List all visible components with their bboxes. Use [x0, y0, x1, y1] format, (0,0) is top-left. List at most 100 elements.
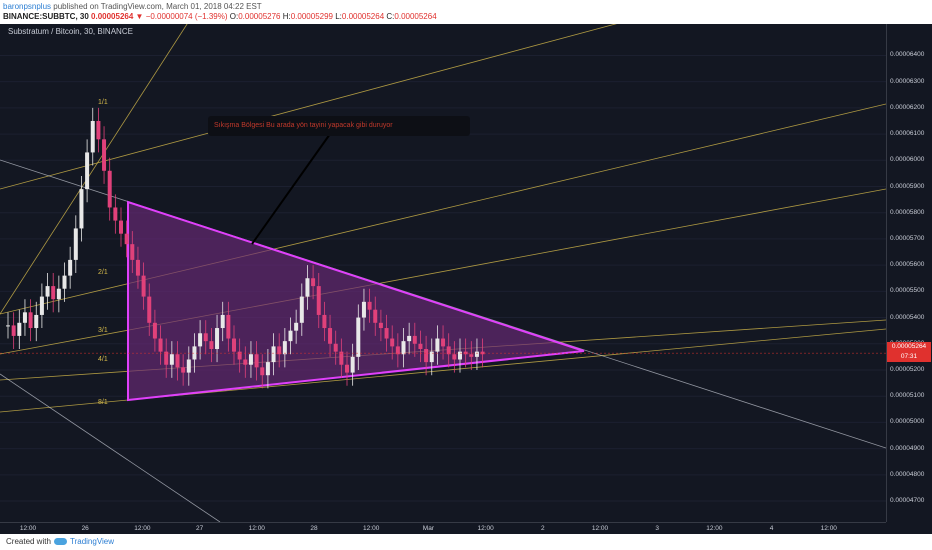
y-tick-label: 0.00006000	[890, 156, 925, 164]
candle-body	[322, 314, 327, 329]
candle-body	[294, 322, 299, 331]
x-tick-label: 12:00	[820, 525, 837, 532]
candle-body	[339, 351, 344, 365]
candle-body	[452, 354, 457, 360]
bar-countdown: 07:31	[900, 353, 918, 360]
candle-body	[130, 244, 135, 260]
candle-body	[424, 349, 429, 363]
candle-body	[361, 301, 366, 318]
candle-body	[237, 351, 242, 360]
fan-line	[0, 24, 617, 190]
symmetrical-triangle	[127, 200, 585, 402]
fan-label-4-1: 4/1	[98, 356, 108, 363]
candle-body	[429, 351, 434, 363]
candle-body	[181, 367, 186, 373]
candle-body	[311, 278, 316, 287]
candle-body	[102, 139, 107, 171]
publish-header: baronpsnplus published on TradingView.co…	[0, 0, 932, 24]
candle-body	[22, 312, 27, 323]
tradingview-logo-icon	[54, 538, 67, 545]
candle-body	[169, 354, 174, 365]
high-value: 0.00005299	[290, 12, 333, 21]
candle-body	[254, 354, 259, 368]
author-link[interactable]: baronpsnplus	[3, 2, 52, 11]
candle-body	[418, 343, 423, 350]
candle-body	[215, 328, 220, 350]
fan-label-2-1: 2/1	[98, 269, 108, 276]
candle-body	[192, 346, 197, 360]
candle-body	[350, 356, 355, 373]
candle-body	[90, 120, 95, 153]
y-tick-label: 0.00005500	[890, 287, 925, 295]
candle-body	[474, 351, 479, 357]
price-plot[interactable]	[0, 24, 886, 522]
candle-body	[79, 189, 84, 229]
candle-body	[164, 351, 169, 365]
x-tick-label: 2	[540, 525, 545, 532]
candle-body	[209, 341, 214, 350]
publish-date: published on TradingView.com, March 01, …	[51, 2, 262, 11]
publish-info: baronpsnplus published on TradingView.co…	[3, 2, 262, 12]
candle-body	[378, 322, 383, 329]
candle-body	[141, 275, 146, 297]
candle-body	[186, 359, 191, 373]
y-tick-label: 0.00005400	[890, 313, 925, 321]
x-tick-label: 4	[769, 525, 774, 532]
candle-body	[412, 335, 417, 344]
y-tick-label: 0.00005100	[890, 392, 925, 400]
price-axis[interactable]: 0.00006400 0.00006300 0.00006200 0.00006100…	[886, 24, 932, 522]
y-tick-label: 0.00006100	[890, 130, 925, 138]
candle-body	[435, 338, 440, 352]
x-tick-label: 12:00	[19, 525, 37, 532]
fan-label-1-1: 1/1	[98, 99, 108, 106]
y-tick-label: 0.00005600	[890, 261, 925, 269]
time-axis[interactable]: 12:00 26 12:00 27 12:00 28 12:00 Mar 12:00 2 12:00…	[0, 522, 886, 535]
x-tick-label: 27	[195, 525, 204, 532]
candle-body	[198, 333, 203, 347]
symbol-label: BINANCE:SUBBTC, 30	[3, 12, 89, 21]
candle-body	[299, 296, 304, 323]
candle-body	[305, 278, 310, 297]
y-tick-label: 0.00005800	[890, 208, 925, 216]
y-tick-label: 0.00006300	[890, 77, 925, 85]
candle-body	[119, 220, 123, 234]
annotation-callout[interactable]: Sıkışma Bölgesi Bu arada yön tayini yapa…	[208, 116, 470, 136]
candle-body	[232, 338, 236, 352]
high-label: H:	[282, 12, 291, 21]
candle-body	[17, 322, 22, 336]
candle-body	[51, 286, 56, 300]
candle-body	[458, 351, 462, 360]
tradingview-brand-link[interactable]: TradingView	[70, 537, 115, 546]
candle-body	[333, 343, 338, 352]
candle-body	[373, 309, 378, 323]
candle-body	[469, 354, 474, 357]
fan-label-3-1: 3/1	[98, 327, 108, 334]
candle-body	[401, 341, 406, 355]
candle-body	[345, 364, 349, 373]
candle-body	[107, 170, 112, 208]
candle-body	[446, 346, 451, 355]
open-value: 0.00005276	[238, 12, 281, 21]
candle-body	[124, 233, 129, 245]
candle-body	[152, 322, 157, 339]
chart-legend: Substratum / Bitcoin, 30, BINANCE	[8, 27, 133, 36]
candle-body	[407, 335, 412, 342]
fan-label-8-1: 8/1	[98, 399, 108, 406]
candle-body	[203, 333, 208, 342]
candle-body	[271, 346, 276, 363]
fan-line	[0, 24, 188, 315]
y-tick-label: 0.00005000	[890, 418, 925, 426]
candle-body	[328, 328, 333, 344]
candle-body	[260, 367, 265, 376]
callout-pointer	[251, 133, 331, 245]
x-tick-label: 26	[81, 525, 89, 532]
chart-area[interactable]: Substratum / Bitcoin, 30, BINANCE Sıkışm…	[0, 24, 932, 534]
x-tick-label: 3	[655, 525, 659, 532]
symbol-ohlc-line: BINANCE:SUBBTC, 30 0.00005264 ▼ −0.00000…	[3, 12, 437, 22]
candle-body	[316, 286, 321, 315]
last-price: 0.00005264	[91, 12, 134, 21]
down-arrow-icon: ▼	[135, 12, 144, 21]
footer: Created with TradingView	[0, 534, 932, 550]
candle-body	[39, 296, 44, 315]
y-tick-label: 0.00005700	[890, 234, 925, 242]
